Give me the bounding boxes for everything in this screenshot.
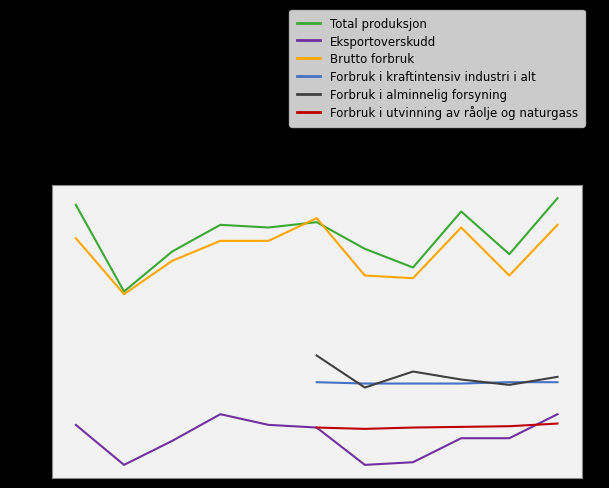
Legend: Total produksjon, Eksportoverskudd, Brutto forbruk, Forbruk i kraftintensiv indu: Total produksjon, Eksportoverskudd, Brut… (289, 11, 585, 127)
